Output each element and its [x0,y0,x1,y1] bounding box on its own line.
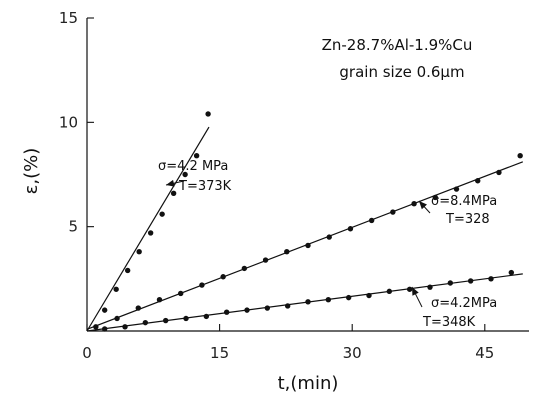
series-328-point [326,234,332,240]
series-373k-point [147,230,154,236]
annotation-348k-arrow-arrow-head [412,287,419,296]
annotation-348k-temp: T=348K [422,315,476,330]
series-328-point [411,201,417,207]
series-348k-point [284,303,291,309]
series-328-point [453,186,460,192]
series-373k-point [113,286,119,292]
series-328-point [517,153,523,159]
grain-size-label: grain size 0.6μm [339,63,464,81]
series-328-point [305,242,311,249]
series-373k [86,111,211,332]
y-tick-label: 15 [59,9,78,27]
series-328-point [199,282,205,288]
series-328-point [135,305,141,311]
series-348k-point [244,307,250,313]
series-328-point [390,209,396,215]
series-328-point [262,257,269,263]
series-348k-point [305,299,311,305]
annotation-328-stress: σ=8.4MPa [431,194,497,209]
annotation-328-arrow-arrow-head [419,201,427,210]
series-348k-point [101,326,108,332]
annotation-373k-temp: T=373K [178,179,232,194]
alloy-label: Zn-28.7%Al-1.9%Cu [322,36,473,54]
series-348k-point [223,309,230,315]
series-373k-point [159,211,165,217]
series-348k-point [325,297,332,303]
series-348k-point [142,319,149,326]
series-328 [86,153,524,330]
series-328-point [114,315,120,322]
series-328-point [496,169,502,176]
series-373k-line [86,126,210,332]
series-373k-point [170,190,177,196]
series-328-point [475,178,481,184]
series-328-point [241,265,248,272]
series-348k-point [508,269,515,276]
series-373k-point [205,111,211,117]
series-348k-point [122,324,128,330]
series-348k-point [406,286,413,292]
series-348k-point [427,284,433,290]
series-328-point [284,249,290,255]
series-348k-point [366,292,372,299]
series-348k-point [162,317,169,324]
series-328-point [220,274,226,280]
series-348k-point [203,313,210,320]
series-348k-point [183,315,189,322]
x-tick-label: 0 [82,344,92,362]
series-373k-point [136,249,142,255]
annotation-328-temp: T=328 [445,212,490,227]
series-373k-point [182,171,188,178]
x-tick-label: 45 [475,344,494,362]
annotation-373k-stress: σ=4.2 MPa [158,159,228,174]
series-373k-point [193,153,200,159]
y-axis-label: ε,(%) [21,148,42,195]
series-348k-point [345,294,352,301]
series-328-point [347,226,354,232]
series-348k-point [467,278,474,284]
series-348k-point [447,280,454,286]
series-348k-point [386,288,393,295]
series-328-point [368,217,375,224]
series-328-point [156,297,163,303]
x-tick-label: 30 [343,344,362,362]
x-tick-label: 15 [210,344,229,362]
series-328-point [178,290,184,297]
series-373k-point [101,307,108,313]
axes-group [86,17,529,332]
y-tick-label: 10 [59,113,78,131]
x-axis-label: t,(min) [278,373,339,394]
series-373k-point [124,267,131,274]
y-tick-label: 5 [68,218,78,236]
annotation-373k-arrow-arrow-head [166,179,175,187]
series-348k-point [264,305,271,311]
series-328-point [432,194,438,201]
series-348k [86,269,523,332]
annotation-348k-stress: σ=4.2MPa [431,296,497,311]
series-328-point [93,324,99,330]
series-348k-point [488,276,494,282]
